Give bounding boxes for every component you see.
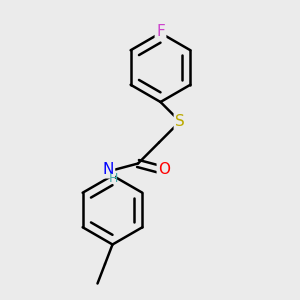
Text: N: N [102,162,114,177]
Text: F: F [156,24,165,39]
Text: H: H [108,172,118,185]
Text: O: O [158,162,170,177]
Text: S: S [175,114,185,129]
